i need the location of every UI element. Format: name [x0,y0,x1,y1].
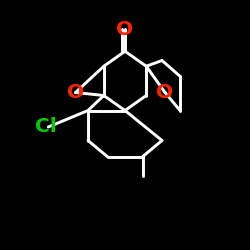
Text: O: O [156,83,174,102]
Text: O: O [67,83,84,102]
Text: O: O [116,20,134,39]
Text: Cl: Cl [36,118,57,137]
